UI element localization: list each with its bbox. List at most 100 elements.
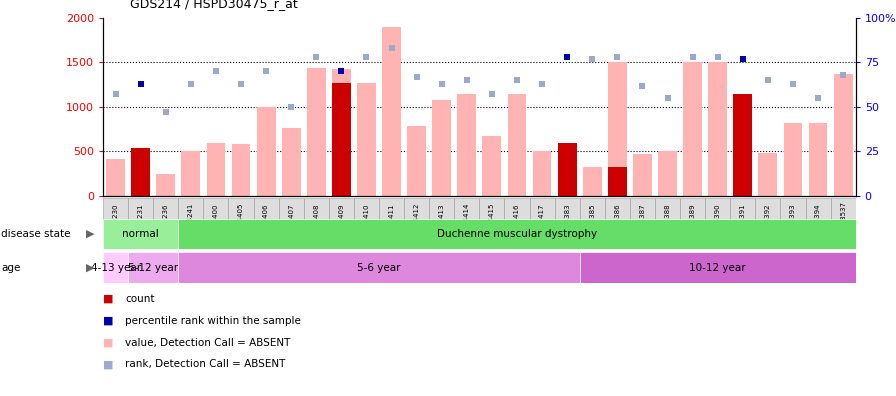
Bar: [132, 148, 151, 196]
Point: [359, 54, 374, 60]
Text: GSM4414: GSM4414: [464, 203, 470, 236]
Bar: [279, 198, 304, 242]
Bar: [504, 198, 530, 242]
Bar: [709, 62, 728, 196]
Bar: [659, 151, 677, 196]
Text: GSM4389: GSM4389: [690, 203, 695, 236]
Bar: [580, 252, 856, 283]
Text: ■: ■: [103, 359, 114, 369]
Bar: [281, 128, 301, 196]
Bar: [354, 198, 379, 242]
Bar: [306, 68, 326, 196]
Text: GSM48537: GSM48537: [840, 201, 846, 239]
Bar: [533, 151, 552, 196]
Point: [108, 91, 123, 98]
Point: [761, 77, 775, 83]
Bar: [257, 107, 276, 196]
Bar: [555, 198, 580, 242]
Text: 10-12 year: 10-12 year: [689, 263, 746, 273]
Bar: [630, 198, 655, 242]
Bar: [379, 198, 404, 242]
Text: GSM4394: GSM4394: [815, 203, 821, 236]
Point: [184, 81, 198, 87]
Bar: [203, 198, 228, 242]
Text: age: age: [1, 263, 21, 273]
Text: value, Detection Call = ABSENT: value, Detection Call = ABSENT: [125, 337, 291, 348]
Text: GSM4393: GSM4393: [790, 203, 796, 236]
Bar: [557, 143, 577, 196]
Point: [309, 54, 323, 60]
Text: GSM4390: GSM4390: [715, 203, 720, 236]
Text: Duchenne muscular dystrophy: Duchenne muscular dystrophy: [437, 229, 597, 239]
Bar: [580, 198, 605, 242]
Text: count: count: [125, 294, 155, 304]
Bar: [178, 198, 203, 242]
Bar: [483, 136, 502, 196]
Bar: [254, 198, 279, 242]
Text: GSM4416: GSM4416: [514, 203, 520, 236]
Text: GSM4392: GSM4392: [765, 203, 771, 236]
Bar: [684, 62, 702, 196]
Bar: [103, 219, 178, 249]
Point: [711, 54, 725, 60]
Bar: [730, 198, 755, 242]
Bar: [383, 27, 401, 196]
Text: GSM4385: GSM4385: [590, 203, 595, 236]
Bar: [107, 158, 125, 196]
Text: GSM4391: GSM4391: [740, 203, 745, 236]
Bar: [633, 154, 652, 196]
Text: normal: normal: [122, 229, 159, 239]
Bar: [507, 95, 527, 196]
Bar: [103, 198, 128, 242]
Bar: [734, 142, 753, 196]
Text: GSM4413: GSM4413: [439, 203, 444, 236]
Text: GSM4415: GSM4415: [489, 203, 495, 236]
Text: GSM4412: GSM4412: [414, 203, 419, 236]
Point: [736, 55, 750, 62]
Text: GSM4383: GSM4383: [564, 203, 570, 236]
Bar: [759, 153, 778, 196]
Point: [535, 81, 549, 87]
Bar: [304, 198, 329, 242]
Point: [635, 82, 650, 89]
Point: [284, 104, 298, 110]
Bar: [583, 167, 602, 196]
Text: GSM4241: GSM4241: [188, 203, 194, 236]
Bar: [408, 126, 426, 196]
Text: ■: ■: [103, 294, 114, 304]
Point: [409, 73, 424, 80]
Text: GDS214 / HSPD30475_r_at: GDS214 / HSPD30475_r_at: [130, 0, 297, 10]
Text: disease state: disease state: [1, 229, 71, 239]
Bar: [705, 198, 730, 242]
Point: [811, 95, 825, 101]
Bar: [557, 143, 577, 196]
Text: GSM4407: GSM4407: [289, 203, 294, 236]
Point: [610, 54, 625, 60]
Point: [334, 68, 349, 74]
Bar: [608, 62, 627, 196]
Point: [460, 77, 474, 83]
Bar: [103, 252, 128, 283]
Bar: [332, 83, 351, 196]
Bar: [783, 123, 803, 196]
Text: GSM4230: GSM4230: [113, 203, 118, 236]
Bar: [655, 198, 680, 242]
Point: [209, 68, 223, 74]
Text: GSM4417: GSM4417: [539, 203, 545, 236]
Point: [259, 68, 273, 74]
Point: [560, 54, 574, 60]
Bar: [128, 198, 153, 242]
Point: [510, 77, 524, 83]
Bar: [128, 252, 178, 283]
Text: GSM4400: GSM4400: [213, 203, 219, 236]
Text: rank, Detection Call = ABSENT: rank, Detection Call = ABSENT: [125, 359, 286, 369]
Bar: [178, 252, 580, 283]
Bar: [680, 198, 705, 242]
Point: [786, 81, 800, 87]
Text: percentile rank within the sample: percentile rank within the sample: [125, 316, 301, 326]
Text: GSM4409: GSM4409: [339, 203, 344, 236]
Bar: [831, 198, 856, 242]
Bar: [357, 83, 376, 196]
Point: [585, 55, 599, 62]
Point: [660, 95, 675, 101]
